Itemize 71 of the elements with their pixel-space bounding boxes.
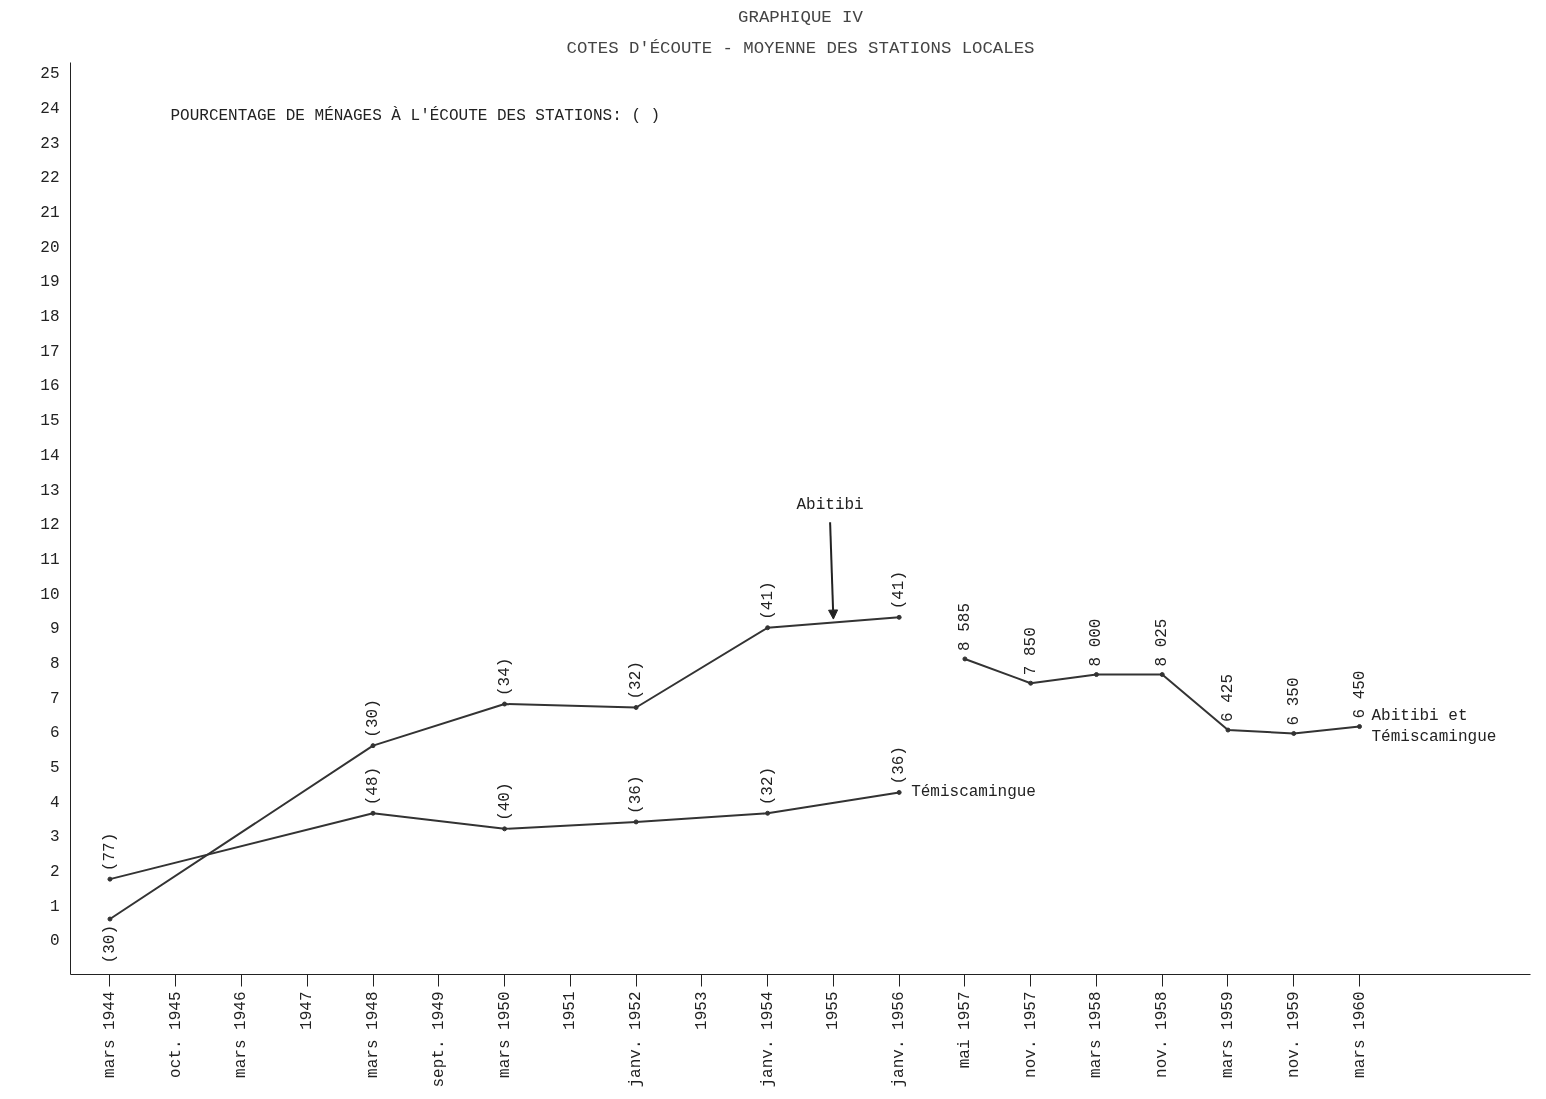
x-tick-label: nov. 1958 <box>1153 991 1172 1078</box>
y-tick-label: 1 <box>49 897 60 916</box>
annotation: (40) <box>495 782 514 821</box>
x-tick-label: nov. 1957 <box>1021 991 1040 1078</box>
y-tick-label: 6 <box>49 724 60 743</box>
series-label: Témiscamingue <box>911 783 1036 802</box>
y-tick-label: 23 <box>40 134 60 153</box>
y-tick-label: 18 <box>40 308 60 327</box>
x-tick-label: mars 1948 <box>364 991 383 1078</box>
y-tick-label: 8 <box>49 654 60 673</box>
y-tick-label: 20 <box>40 238 60 257</box>
y-tick-label: 0 <box>49 932 60 951</box>
annotation: 6 450 <box>1350 670 1369 719</box>
annotation: (30) <box>364 699 383 738</box>
y-tick-label: 15 <box>40 412 60 431</box>
y-tick-label: 12 <box>40 516 60 535</box>
y-tick-label: 13 <box>40 481 60 500</box>
annotation: (34) <box>495 657 514 697</box>
y-tick-label: 3 <box>49 828 60 847</box>
series-label: Abitibi et Témiscamingue <box>1371 706 1497 747</box>
y-tick-label: 22 <box>40 169 60 188</box>
annotation: 8 585 <box>955 602 974 651</box>
y-tick-label: 9 <box>49 620 60 639</box>
x-tick-label: nov. 1959 <box>1284 991 1303 1078</box>
y-tick-label: 19 <box>40 273 60 292</box>
annotation: 8 025 <box>1153 618 1172 667</box>
annotation: (32) <box>627 661 646 700</box>
x-tick-label: 1951 <box>561 991 580 1030</box>
annotation: (48) <box>364 766 383 806</box>
annotation: (41) <box>758 581 777 620</box>
y-tick-label: 14 <box>40 446 60 465</box>
y-tick-label: 2 <box>49 862 60 881</box>
annotation: (77) <box>100 832 119 872</box>
annotation: (41) <box>890 570 909 610</box>
annotation: 6 425 <box>1218 674 1237 723</box>
y-tick-label: 11 <box>40 550 60 569</box>
annotation: POURCENTAGE DE MÉNAGES À L'ÉCOUTE DES STATIONS: ( ) <box>170 105 661 125</box>
x-tick-label: mai 1957 <box>955 991 974 1069</box>
y-tick-label: 10 <box>40 585 60 604</box>
x-tick-label: 1955 <box>824 991 843 1030</box>
annotation: 6 350 <box>1284 677 1303 726</box>
y-tick-label: 4 <box>49 793 60 812</box>
chart-title: GRAPHIQUE IV <box>738 7 864 27</box>
text: Abitibi <box>796 496 864 515</box>
x-tick-label: mars 1959 <box>1218 991 1237 1078</box>
x-tick-label: 1947 <box>298 991 317 1030</box>
x-tick-label: mars 1950 <box>495 991 514 1078</box>
y-tick-label: 16 <box>40 377 60 396</box>
y-tick-label: 25 <box>40 65 60 84</box>
x-tick-label: janv. 1954 <box>758 991 777 1088</box>
x-tick-label: janv. 1956 <box>890 991 909 1088</box>
x-tick-label: mars 1960 <box>1350 991 1369 1078</box>
y-tick-label: 5 <box>49 758 60 777</box>
x-tick-label: 1953 <box>692 991 711 1030</box>
x-tick-label: oct. 1945 <box>166 991 185 1078</box>
chart-subtitle: COTES D'ÉCOUTE - MOYENNE DES STATIONS LOCALES <box>566 38 1035 58</box>
annotation: (36) <box>890 746 909 785</box>
annotation: (30) <box>100 925 119 964</box>
y-tick-label: 7 <box>49 689 60 708</box>
annotation: (32) <box>758 766 777 806</box>
x-tick-label: mars 1946 <box>232 991 251 1078</box>
annotation: 7 850 <box>1021 627 1040 676</box>
annotation: (36) <box>627 775 646 814</box>
annotation: 8 000 <box>1087 618 1106 667</box>
x-tick-label: mars 1944 <box>100 991 119 1078</box>
y-tick-label: 17 <box>40 342 60 361</box>
x-tick-label: sept. 1949 <box>429 991 448 1088</box>
x-tick-label: janv. 1952 <box>627 991 646 1088</box>
y-tick-label: 21 <box>40 204 60 223</box>
y-tick-label: 24 <box>40 100 60 119</box>
x-tick-label: mars 1958 <box>1087 991 1106 1078</box>
